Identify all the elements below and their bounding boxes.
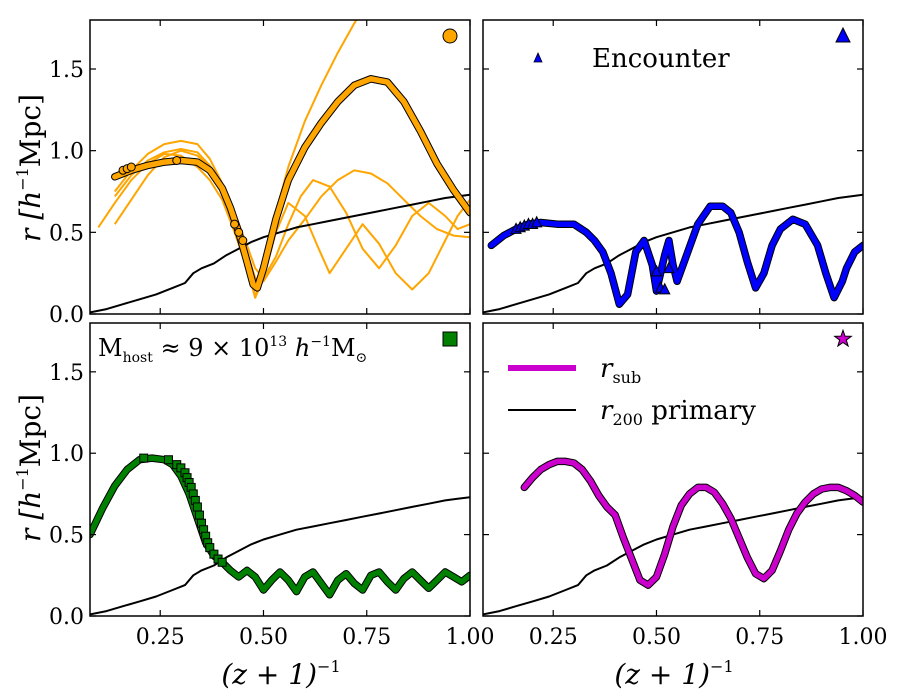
svg-text:r [h−1Mpc]: r [h−1Mpc]	[13, 394, 47, 542]
series-line-member-2	[97, 152, 470, 299]
y-tick-label: 1.0	[49, 140, 84, 165]
series-line-r200-primary	[483, 193, 863, 314]
legend-triangle-icon	[533, 52, 543, 63]
encounter-marker	[230, 219, 240, 229]
x-tick-label: 0.50	[239, 625, 288, 650]
series-line-outline	[111, 75, 470, 292]
encounter-marker	[163, 455, 173, 465]
series-line-r_sub	[112, 76, 470, 291]
y-tick-label: 1.0	[49, 442, 84, 467]
x-tick-label: 1.00	[446, 625, 495, 650]
encounter-marker	[217, 557, 227, 567]
encounter-marker	[234, 227, 244, 237]
series-line-r_sub	[521, 458, 863, 588]
encounter-marker	[650, 264, 663, 277]
series-line-r_sub	[90, 455, 470, 598]
encounter-marker	[658, 282, 671, 295]
panel-bottom-left: 0.0 0.5 1.0 1.5 0.25 0.50 0.75 1.00	[49, 322, 495, 650]
series-line-r_sub	[488, 203, 863, 307]
encounter-marker	[238, 236, 248, 245]
encounter-marker	[139, 453, 149, 463]
x-tick-label: 0.75	[342, 625, 391, 650]
series-line-member-3	[114, 139, 470, 283]
encounter-marker	[192, 502, 202, 512]
y-tick-label: 1.5	[49, 58, 84, 83]
panel-top-left: 0.0 0.5 1.0 1.5	[49, 19, 471, 328]
x-axis-title-right: (z + 1)−1	[614, 657, 733, 691]
x-tick-label: 0.25	[136, 625, 185, 650]
x-tick-label: 0.50	[632, 625, 681, 650]
plot-area	[90, 20, 470, 314]
series-line-outline	[520, 457, 863, 589]
panel-symbol-circle-icon	[442, 28, 458, 44]
encounter-marker	[126, 162, 136, 172]
svg-text:r [h−1Mpc]: r [h−1Mpc]	[13, 94, 47, 242]
panel-bottom-right: 0.25 0.50 0.75 1.00	[482, 322, 888, 650]
panel-top-right	[482, 19, 864, 315]
host-mass-annotation: Mhost ≈ 9 × 1013 h−1M⊙	[98, 334, 367, 366]
y-axis-title-top: r [h−1Mpc]	[13, 94, 47, 242]
encounter-marker	[530, 215, 543, 228]
x-tick-label: 0.75	[735, 625, 784, 650]
encounter-marker	[172, 155, 182, 165]
legend-rsub-label: rsub	[600, 354, 641, 387]
encounter-marker	[663, 261, 675, 274]
plot-area	[90, 453, 470, 616]
y-tick-label: 0.0	[49, 605, 84, 630]
plot-area	[483, 457, 863, 616]
panel-symbol-triangle-icon	[835, 26, 851, 43]
x-tick-label: 0.25	[529, 625, 578, 650]
series-line-member-4	[114, 148, 470, 280]
axes-frame	[482, 322, 864, 617]
series-line-r200-primary	[483, 496, 863, 616]
y-tick-label: 0.5	[49, 221, 84, 246]
y-tick-label: 0.0	[49, 303, 84, 328]
encounter-marker	[194, 510, 204, 520]
x-tick-label: 1.00	[839, 625, 888, 650]
axes-frame	[482, 19, 864, 315]
legend-encounter-label: Encounter	[592, 44, 730, 74]
axes-frame	[89, 19, 471, 315]
series-line-r200-primary	[90, 496, 470, 616]
axes-frame	[89, 322, 471, 617]
panel-symbol-square-icon	[442, 331, 458, 347]
y-tick-label: 0.5	[49, 524, 84, 549]
x-axis-title-left: (z + 1)−1	[221, 657, 340, 691]
plot-area	[483, 193, 863, 314]
panel-symbol-star-icon	[833, 328, 853, 348]
y-tick-label: 1.5	[49, 361, 84, 386]
legend-lines: rsub r200 primary	[508, 354, 756, 429]
legend-encounter: Encounter	[533, 44, 730, 74]
series-line-r200-primary	[90, 193, 470, 314]
y-axis-title-bottom: r [h−1Mpc]	[13, 394, 47, 542]
legend-r200-label: r200 primary	[600, 396, 756, 429]
